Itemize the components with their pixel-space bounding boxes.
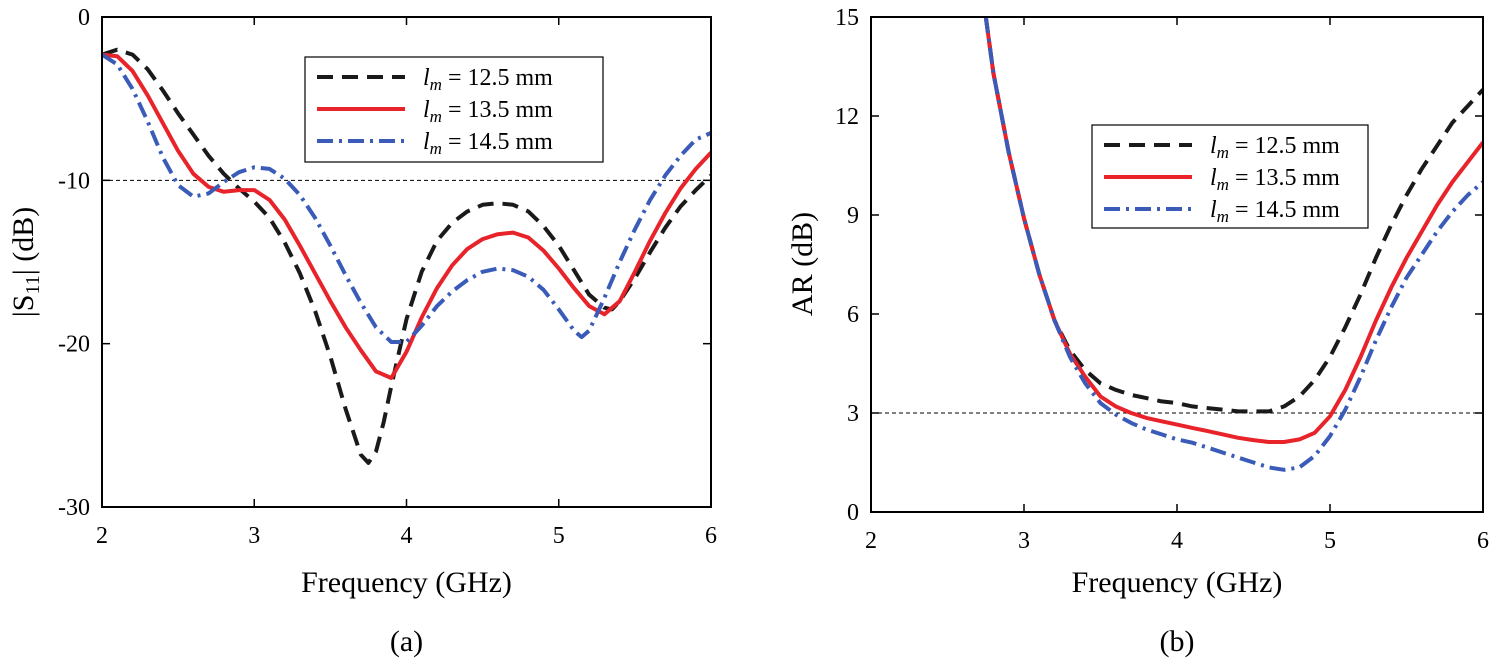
- chart-b-y-tick-label: 12: [835, 104, 859, 130]
- chart-a-y-axis-title: |S11| (dB): [7, 207, 44, 317]
- chart-a-legend-var: l: [423, 65, 430, 91]
- chart-a-legend-var: l: [423, 97, 430, 123]
- chart-b-panel-label: (b): [1160, 625, 1195, 658]
- chart-a-legend-rest: = 14.5 mm: [442, 129, 553, 155]
- chart-b-legend-rest: = 14.5 mm: [1229, 197, 1340, 223]
- chart-a-x-tick-label: 4: [401, 523, 413, 549]
- chart-b-y-tick-label: 6: [847, 302, 859, 328]
- chart-a-y-axis-title-main: |S: [7, 295, 40, 318]
- chart-a-legend-label-2: lm = 13.5 mm: [423, 97, 553, 126]
- chart-b-x-tick-label: 5: [1324, 528, 1336, 554]
- chart-a-y-tick-label: 0: [78, 5, 90, 31]
- chart-b-legend-rest: = 13.5 mm: [1229, 165, 1340, 191]
- chart-b-y-tick-label: 3: [847, 401, 859, 427]
- chart-a-x-tick-label: 2: [96, 523, 108, 549]
- chart-a-legend-rest: = 13.5 mm: [442, 97, 553, 123]
- chart-a-y-tick-label: -20: [58, 332, 90, 358]
- chart-b-x-axis-title: Frequency (GHz): [1072, 566, 1283, 599]
- chart-b-legend-var: l: [1210, 165, 1217, 191]
- chart-b-legend-sub: m: [1217, 207, 1229, 226]
- chart-b-legend-var: l: [1210, 133, 1217, 159]
- chart-b-plot-frame: [870, 16, 1484, 513]
- chart-b-x-tick-label: 6: [1477, 528, 1489, 554]
- chart-b-legend-rest: = 12.5 mm: [1229, 133, 1340, 159]
- chart-a-x-tick-label: 3: [248, 523, 260, 549]
- chart-b-legend-label-3: lm = 14.5 mm: [1210, 197, 1340, 226]
- chart-b-y-tick-label: 0: [847, 500, 859, 526]
- chart-a-legend-var: l: [423, 129, 430, 155]
- chart-b-y-tick-label: 15: [835, 5, 859, 31]
- chart-a-x-axis-title: Frequency (GHz): [301, 566, 512, 599]
- chart-b-y-tick-label: 9: [847, 203, 859, 229]
- chart-b-legend-var: l: [1210, 197, 1217, 223]
- chart-a-series-3-line: [102, 52, 711, 344]
- chart-a-legend-rest: = 12.5 mm: [442, 65, 553, 91]
- chart-a-legend-sub: m: [430, 75, 442, 94]
- chart-a: 2 3 4 5 6 0 -10 -20 -30 Frequency (GHz) |S11| (dB)…: [7, 5, 717, 658]
- chart-b-series-2-line: [983, 17, 1483, 444]
- chart-a-y-tick-label: -30: [58, 495, 90, 521]
- chart-b-y-axis-title: AR (dB): [786, 212, 819, 316]
- chart-b-legend-label-2: lm = 13.5 mm: [1210, 165, 1340, 194]
- chart-b-x-tick-label: 4: [1171, 528, 1183, 554]
- chart-b-x-tick-label: 3: [1018, 528, 1030, 554]
- chart-b-x-tick-label: 2: [865, 528, 877, 554]
- chart-a-legend-sub: m: [430, 139, 442, 158]
- chart-a-panel-label: (a): [390, 625, 423, 658]
- chart-a-y-tick-label: -10: [58, 168, 90, 194]
- chart-a-y-axis-title-sub: 11: [22, 275, 44, 294]
- chart-a-y-axis-title-tail: | (dB): [7, 207, 40, 276]
- chart-b-legend-sub: m: [1217, 175, 1229, 194]
- chart-a-series-2-line: [102, 52, 711, 380]
- chart-a-legend-label-1: lm = 12.5 mm: [423, 65, 553, 94]
- chart-a-legend-label-3: lm = 14.5 mm: [423, 129, 553, 158]
- chart-a-x-tick-label: 5: [553, 523, 565, 549]
- chart-b-legend-sub: m: [1217, 143, 1229, 162]
- chart-b-series-3-line: [983, 17, 1483, 472]
- chart-a-x-tick-label: 6: [705, 523, 717, 549]
- chart-b-legend-label-1: lm = 12.5 mm: [1210, 133, 1340, 162]
- chart-a-legend-sub: m: [430, 107, 442, 126]
